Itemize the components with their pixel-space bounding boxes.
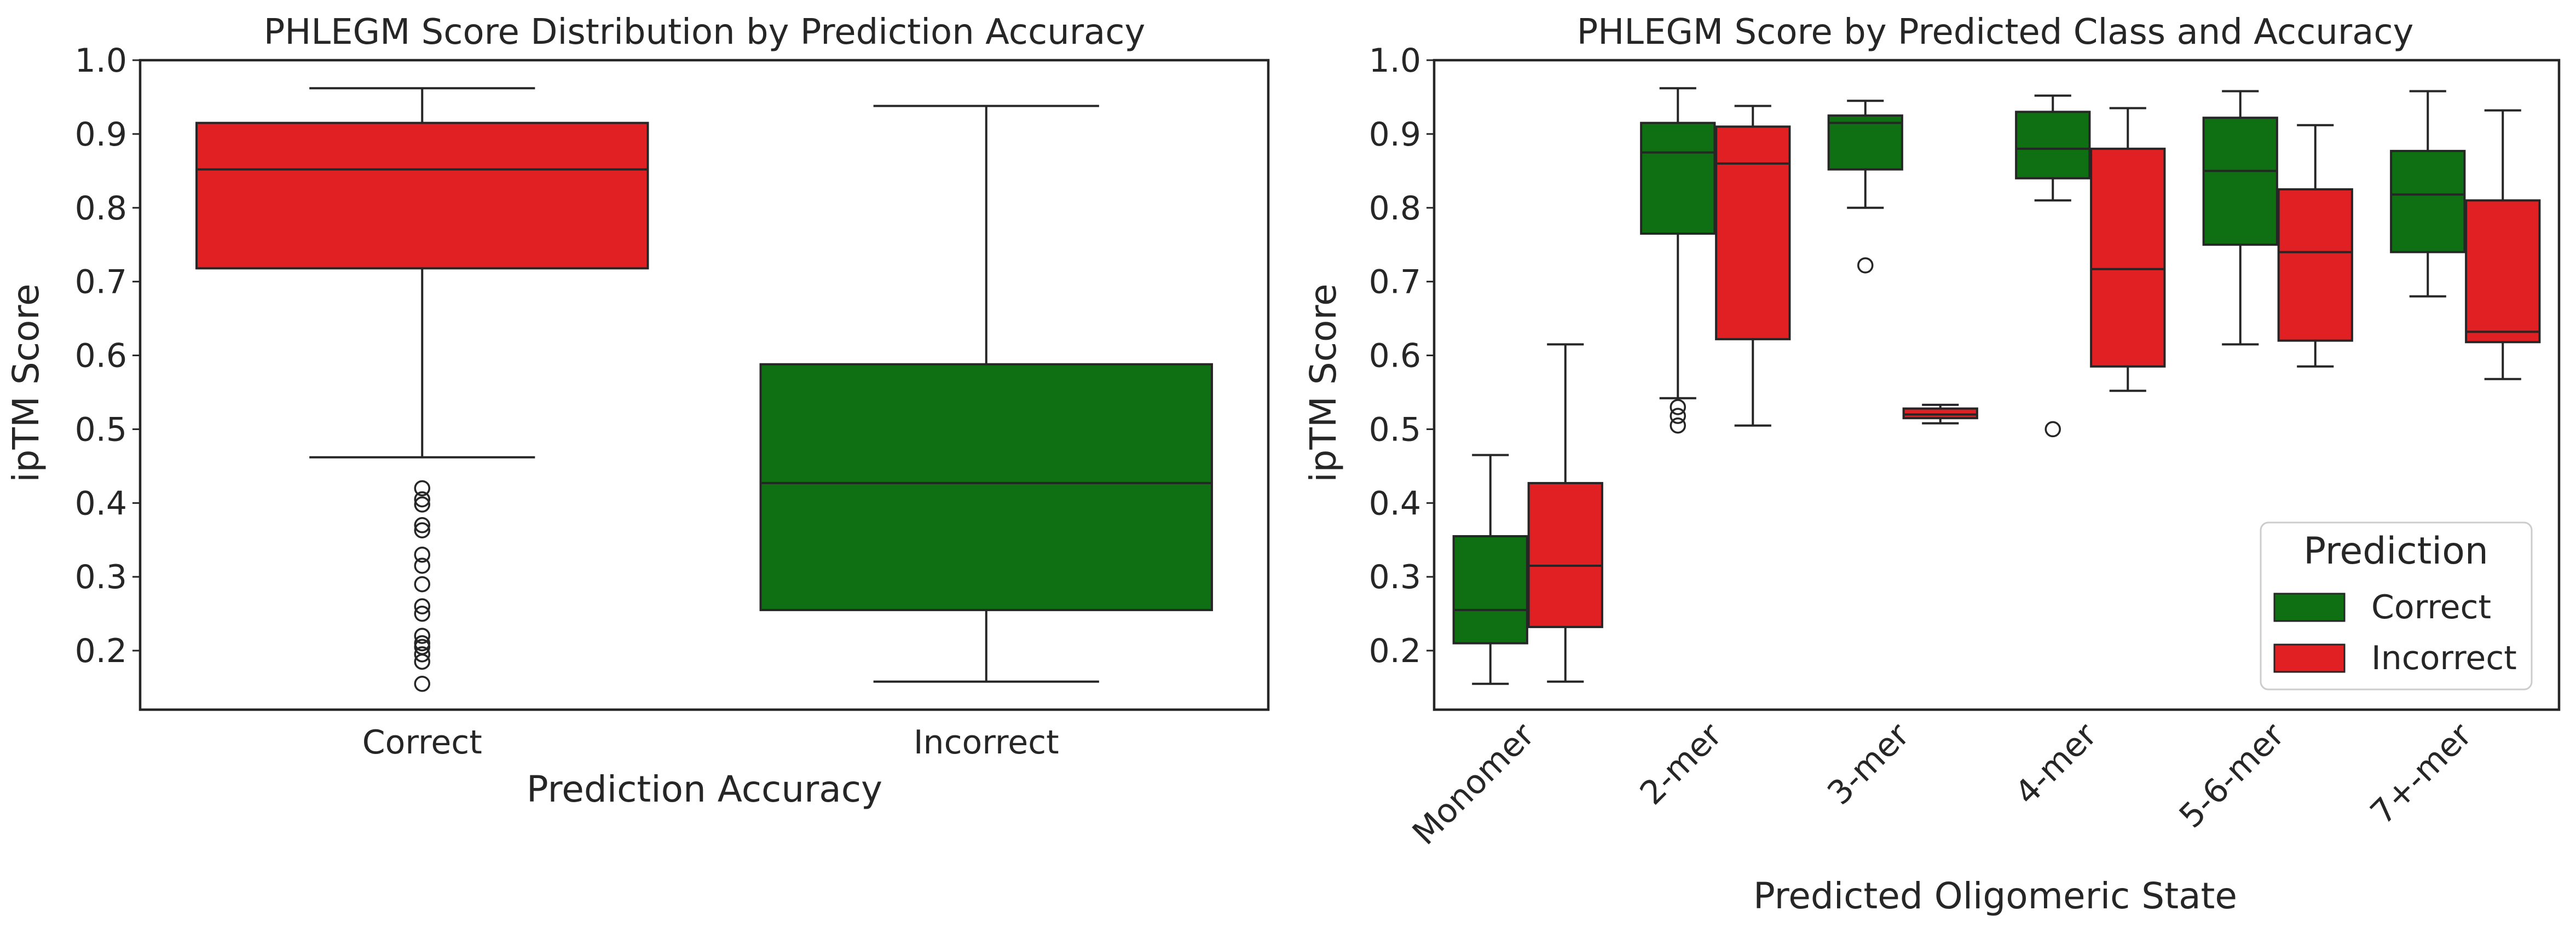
left-box-correct-outlier: [414, 653, 430, 670]
left-y-tick-label: 0.4: [75, 484, 127, 523]
left-box-correct-outlier: [414, 517, 430, 533]
legend-label-correct: Correct: [2371, 588, 2491, 626]
left-chart-panel: PHLEGM Score Distribution by Prediction …: [5, 12, 1270, 810]
right-x-axis-label: Predicted Oligomeric State: [1753, 875, 2237, 917]
right-box-5-6-mer-correct: [2202, 90, 2278, 346]
right-chart-panel: PHLEGM Score by Predicted Class and Accu…: [1302, 12, 2561, 917]
right-x-tick-label-4-mer: 4-mer: [2008, 716, 2105, 813]
right-box-7-mer-incorrect: [2465, 109, 2541, 380]
right-box-7-mer-incorrect-iqr: [2465, 199, 2541, 344]
left-y-tick-label: 0.6: [75, 337, 127, 375]
right-plot-frame: [1433, 59, 2561, 711]
right-box-3-mer-correct-outlier: [1857, 257, 1874, 274]
right-box-monomer-correct: [1452, 454, 1528, 685]
legend-label-incorrect: Incorrect: [2371, 639, 2517, 677]
right-box-3-mer-incorrect-iqr: [1902, 407, 1978, 420]
right-x-ticks: Monomer 2-mer 3-mer 4-mer 5-6-mer 7+-mer: [1405, 716, 2480, 852]
left-box-correct-outlier: [414, 546, 430, 563]
right-y-tick-label: 1.0: [1369, 42, 1421, 80]
left-x-tick-label-correct: Correct: [362, 723, 482, 762]
left-box-incorrect-iqr: [759, 363, 1213, 611]
right-box-2-mer-correct-iqr: [1640, 121, 1716, 235]
left-box-correct-outlier: [414, 522, 430, 538]
left-boxes: [195, 87, 1213, 692]
right-y-axis-label: ipTM Score: [1302, 283, 1344, 482]
right-box-2-mer-correct-outlier: [1670, 399, 1686, 415]
left-box-correct-outlier: [414, 646, 430, 663]
left-box-correct-outlier: [414, 491, 430, 508]
right-box-4-mer-incorrect-iqr: [2090, 147, 2166, 368]
right-box-7-mer-correct-iqr: [2390, 149, 2466, 253]
right-box-4-mer-correct-outlier: [2044, 421, 2061, 438]
left-x-ticks: Correct Incorrect: [362, 723, 1059, 762]
right-box-7-mer-correct: [2390, 90, 2466, 298]
right-y-tick-label: 0.3: [1369, 558, 1421, 596]
legend-swatch-incorrect: [2273, 643, 2346, 673]
left-y-ticks: 0.2 0.3 0.4 0.5 0.6 0.7 0.8 0.9 1.0: [75, 42, 140, 670]
left-box-correct-outlier: [414, 576, 430, 593]
right-x-tick-label-monomer: Monomer: [1405, 716, 1542, 852]
right-box-2-mer-incorrect-iqr: [1715, 125, 1791, 340]
left-box-correct-outlier: [414, 558, 430, 574]
left-x-axis-label: Prediction Accuracy: [527, 768, 882, 810]
right-y-tick-label: 0.7: [1369, 263, 1421, 301]
right-box-5-6-mer-correct-iqr: [2202, 117, 2278, 246]
left-y-tick-label: 0.8: [75, 189, 127, 228]
right-box-2-mer-incorrect: [1715, 105, 1791, 427]
left-y-tick-label: 0.3: [75, 558, 127, 596]
left-plot-frame: [138, 59, 1270, 711]
right-y-tick-label: 0.4: [1369, 484, 1421, 523]
left-y-tick-label: 1.0: [75, 42, 127, 80]
right-box-2-mer-correct-outlier: [1670, 417, 1686, 434]
left-y-axis-label: ipTM Score: [5, 283, 47, 482]
left-box-correct-outlier: [414, 605, 430, 622]
legend-title: Prediction: [2303, 530, 2488, 573]
right-boxes: [1452, 87, 2541, 685]
left-chart-title: PHLEGM Score Distribution by Prediction …: [264, 12, 1146, 53]
right-y-ticks: 0.2 0.3 0.4 0.5 0.6 0.7 0.8 0.9 1.0: [1369, 42, 1434, 670]
right-chart-title: PHLEGM Score by Predicted Class and Accu…: [1577, 12, 2414, 53]
left-x-tick-label-incorrect: Incorrect: [914, 723, 1059, 762]
right-box-monomer-incorrect: [1527, 343, 1603, 683]
left-y-tick-label: 0.7: [75, 263, 127, 301]
left-box-incorrect: [759, 105, 1213, 683]
right-box-5-6-mer-incorrect-iqr: [2277, 188, 2353, 342]
left-box-correct-outlier: [414, 496, 430, 513]
right-box-2-mer-correct: [1640, 87, 1716, 434]
right-box-3-mer-incorrect: [1902, 403, 1978, 425]
right-box-2-mer-correct-outlier: [1670, 408, 1686, 424]
right-y-tick-label: 0.9: [1369, 115, 1421, 154]
right-box-4-mer-correct: [2015, 94, 2091, 438]
left-box-correct-outlier: [414, 628, 430, 644]
right-x-tick-label-3-mer: 3-mer: [1820, 716, 1917, 813]
right-y-tick-label: 0.5: [1369, 410, 1421, 449]
right-box-monomer-correct-iqr: [1452, 535, 1528, 645]
right-box-4-mer-incorrect: [2090, 107, 2166, 392]
right-y-tick-label: 0.8: [1369, 189, 1421, 228]
left-y-tick-label: 0.9: [75, 115, 127, 154]
right-box-3-mer-correct: [1827, 100, 1903, 274]
left-box-correct-iqr: [195, 121, 649, 270]
right-box-monomer-incorrect-iqr: [1527, 481, 1603, 628]
left-y-tick-label: 0.2: [75, 632, 127, 670]
left-y-tick-label: 0.5: [75, 410, 127, 449]
right-x-tick-label-7-mer: 7+-mer: [2363, 716, 2479, 832]
right-x-tick-label-2-mer: 2-mer: [1633, 716, 1730, 813]
right-x-tick-label-5-6-mer: 5-6-mer: [2172, 716, 2292, 836]
right-box-5-6-mer-incorrect: [2277, 124, 2353, 368]
right-y-tick-label: 0.2: [1369, 632, 1421, 670]
left-box-correct-outlier: [414, 480, 430, 497]
legend-swatch-correct: [2273, 593, 2346, 622]
left-box-correct-outlier: [414, 598, 430, 614]
left-box-correct-outlier: [414, 676, 430, 692]
right-box-3-mer-correct-iqr: [1827, 114, 1903, 171]
legend: Prediction Correct Incorrect: [2260, 521, 2533, 691]
left-box-correct: [195, 87, 649, 692]
right-box-4-mer-correct-iqr: [2015, 111, 2091, 179]
right-y-tick-label: 0.6: [1369, 337, 1421, 375]
